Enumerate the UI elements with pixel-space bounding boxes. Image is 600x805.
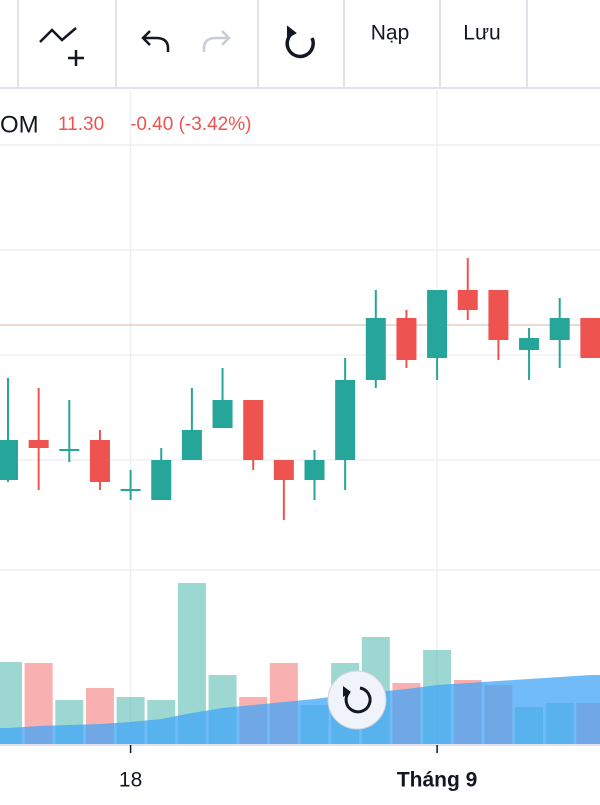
redo-button[interactable]: [202, 30, 231, 52]
last-price: 11.30: [58, 114, 104, 135]
load-button[interactable]: Nạp: [371, 22, 410, 45]
candle-body: [519, 338, 540, 350]
candle-body: [28, 440, 49, 448]
reset-button[interactable]: [285, 25, 315, 59]
candle-body: [273, 460, 294, 480]
indicator-button[interactable]: [39, 27, 84, 66]
candle-body: [365, 318, 386, 380]
candle-body: [89, 440, 110, 482]
candle-body: [181, 430, 202, 460]
candle-body: [59, 449, 80, 451]
volume-bar: [0, 662, 22, 745]
volume-ma-area: [0, 675, 600, 745]
save-button[interactable]: Lưu: [463, 22, 500, 45]
undo-button[interactable]: [141, 30, 170, 52]
x-tick-label: Tháng 9: [397, 769, 478, 792]
candle-body: [457, 290, 478, 310]
x-tick-label: 18: [119, 769, 142, 792]
candle-body: [304, 460, 325, 480]
plot: [0, 90, 600, 745]
candle-body: [335, 380, 356, 460]
candle-body: [120, 489, 141, 491]
price-change: -0.40 (-3.42%): [130, 114, 251, 135]
candle-body: [212, 400, 233, 428]
candle-body: [0, 440, 18, 480]
grid: [0, 144, 600, 571]
candle-body: [549, 318, 570, 340]
candle-body: [427, 290, 448, 358]
symbol: OM: [0, 111, 39, 138]
candle-body: [151, 460, 172, 500]
candle-body: [396, 318, 417, 360]
candle-body: [580, 318, 600, 358]
candle-body: [488, 290, 509, 340]
x-axis-labels: 18 Tháng 9: [119, 745, 477, 792]
candle-body: [243, 400, 264, 460]
replay-button[interactable]: [327, 670, 387, 730]
toolbar: Nạp Lưu: [0, 0, 600, 89]
